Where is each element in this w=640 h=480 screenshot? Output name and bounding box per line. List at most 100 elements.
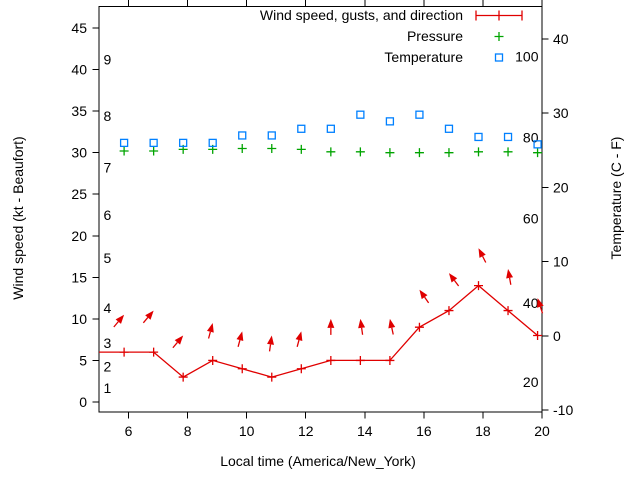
temperature-marker bbox=[297, 124, 306, 133]
temperature-marker bbox=[385, 117, 395, 126]
plus-marker bbox=[267, 144, 277, 154]
percent-scale-label: 80 bbox=[523, 130, 539, 146]
right-tick-label: 30 bbox=[553, 105, 569, 121]
left-tick-label: 20 bbox=[71, 228, 87, 244]
gust-arrow-head bbox=[358, 318, 366, 329]
gust-arrow-shaft bbox=[268, 344, 272, 352]
left-tick-label: 40 bbox=[71, 62, 87, 78]
gust-arrow-shaft bbox=[391, 327, 394, 335]
gust-arrow-shaft bbox=[508, 277, 512, 285]
gust-arrow-head bbox=[388, 318, 396, 329]
plus-marker bbox=[326, 355, 336, 365]
temperature-marker bbox=[208, 138, 217, 148]
plus-marker bbox=[385, 148, 395, 158]
left-tick-label: 45 bbox=[71, 20, 87, 36]
legend-sample-pressure bbox=[494, 32, 504, 41]
temperature-marker bbox=[503, 132, 513, 142]
legend: Wind speed, gusts, and direction Pressure… bbox=[260, 7, 523, 65]
gust-arrow-head bbox=[174, 335, 184, 345]
right-axis-title: Temperature (C - F) bbox=[608, 137, 624, 260]
temperature-marker bbox=[149, 138, 158, 148]
plus-marker bbox=[494, 32, 504, 41]
left-tick-label: 35 bbox=[71, 103, 87, 119]
plot-border bbox=[98, 6, 543, 413]
beaufort-scale-label: 7 bbox=[104, 160, 112, 176]
plus-marker bbox=[355, 355, 365, 365]
gust-arrow-shaft bbox=[482, 255, 487, 263]
gust-arrow-head bbox=[236, 331, 244, 341]
temperature-marker bbox=[119, 138, 129, 148]
legend-sample-wind bbox=[475, 10, 523, 21]
left-tick-label: 10 bbox=[71, 311, 87, 327]
percent-scale-label: 40 bbox=[523, 295, 539, 311]
left-tick-label: 25 bbox=[71, 186, 87, 202]
plus-marker bbox=[237, 144, 247, 154]
legend-label-pressure: Pressure bbox=[407, 28, 463, 44]
plus-marker bbox=[474, 281, 484, 291]
plus-marker bbox=[296, 364, 306, 374]
beaufort-scale-label: 5 bbox=[104, 250, 112, 266]
temperature-marker bbox=[444, 124, 454, 133]
plus-marker bbox=[355, 147, 365, 157]
plus-marker bbox=[149, 146, 159, 156]
plus-marker bbox=[533, 331, 543, 341]
plus-marker bbox=[178, 372, 188, 382]
gust-arrow-head bbox=[206, 323, 214, 333]
plus-marker bbox=[208, 355, 218, 365]
beaufort-scale-label: 1 bbox=[104, 380, 112, 396]
plus-marker bbox=[444, 306, 454, 316]
plus-marker bbox=[503, 306, 513, 316]
right-tick-label: 40 bbox=[553, 31, 569, 47]
temperature-marker bbox=[474, 132, 483, 142]
gust-arrow-head bbox=[295, 331, 303, 341]
gust-arrow-head bbox=[145, 310, 154, 320]
legend-label-wind: Wind speed, gusts, and direction bbox=[260, 7, 463, 23]
gust-arrow-head bbox=[506, 269, 514, 279]
temperature-marker bbox=[356, 110, 365, 119]
gust-arrow-shaft bbox=[296, 339, 300, 347]
gust-arrow-shaft bbox=[237, 339, 241, 347]
plus-marker bbox=[326, 147, 336, 157]
beaufort-scale-label: 9 bbox=[104, 52, 112, 68]
gust-arrow-shaft bbox=[453, 279, 460, 287]
beaufort-scale-label: 8 bbox=[104, 108, 112, 124]
gust-arrow-shaft bbox=[142, 317, 149, 324]
axes: 6 8 10 12 14 16 18 20051015202530354045-1001020… bbox=[71, 0, 573, 439]
gust-arrow-shaft bbox=[207, 331, 212, 339]
inner-scales: 1 2 3 4 5 6 7 8 9 20 40 60 80 100 bbox=[104, 48, 539, 396]
x-tick-label: 18 bbox=[475, 423, 491, 439]
percent-scale-label: 60 bbox=[523, 210, 539, 226]
gust-arrow-shaft bbox=[113, 321, 119, 328]
x-tick-label: 10 bbox=[239, 423, 255, 439]
temperature-series bbox=[119, 110, 542, 149]
x-tick-label: 16 bbox=[416, 423, 432, 439]
x-tick-label: 20 bbox=[534, 423, 550, 439]
plus-marker bbox=[533, 148, 543, 158]
wind-gust-arrows bbox=[113, 248, 544, 352]
temperature-marker bbox=[179, 138, 188, 148]
pressure-series bbox=[119, 144, 543, 158]
x-tick-label: 12 bbox=[298, 423, 314, 439]
gust-arrow-head bbox=[327, 318, 335, 328]
plus-marker bbox=[296, 144, 306, 154]
gust-arrow-head bbox=[267, 335, 274, 345]
left-tick-label: 0 bbox=[79, 394, 87, 410]
plus-marker bbox=[414, 148, 424, 158]
temperature-marker bbox=[238, 131, 247, 140]
plus-marker bbox=[503, 147, 513, 157]
plus-marker bbox=[267, 372, 277, 382]
gust-arrow-head bbox=[448, 273, 458, 283]
right-tick-label: 20 bbox=[553, 179, 569, 195]
gust-arrow-shaft bbox=[360, 327, 364, 335]
beaufort-scale-label: 2 bbox=[104, 358, 112, 374]
plus-marker bbox=[237, 364, 247, 374]
plus-marker bbox=[414, 322, 424, 332]
left-tick-label: 30 bbox=[71, 145, 87, 161]
gust-arrow-shaft bbox=[172, 341, 178, 349]
plus-marker bbox=[444, 148, 454, 158]
temperature-marker bbox=[326, 124, 335, 133]
beaufort-scale-label: 6 bbox=[104, 207, 112, 223]
temperature-marker bbox=[415, 110, 424, 119]
x-tick-label: 8 bbox=[184, 423, 192, 439]
x-axis-title: Local time (America/New_York) bbox=[220, 453, 416, 469]
